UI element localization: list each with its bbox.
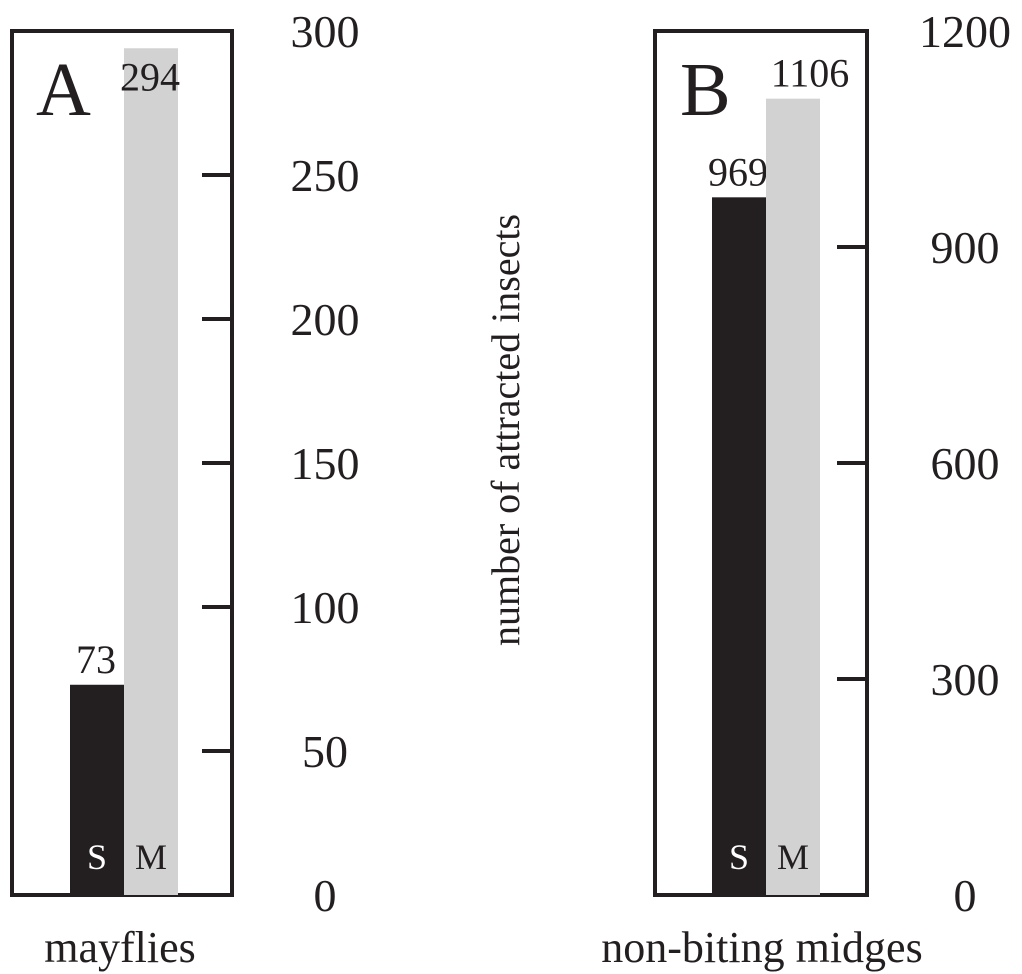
panel-b-category-m: M <box>777 837 809 877</box>
panel-b-ytick-label: 0 <box>954 870 977 921</box>
panel-b-bar-s <box>712 197 766 895</box>
panel-b-ytick-label: 1200 <box>919 6 1011 57</box>
y-axis-label: number of attracted insects <box>483 214 528 646</box>
panel-b-ticks: 0 300 600 900 1200 <box>837 6 1011 921</box>
panel-a-letter: A <box>36 48 91 132</box>
panel-a-bars: 73 S 294 M <box>70 48 180 895</box>
panel-a-category-m: M <box>135 837 167 877</box>
panel-a-xlabel: mayflies <box>44 923 196 972</box>
panel-a-category-s: S <box>87 837 107 877</box>
panel-b-letter: B <box>680 48 731 132</box>
panel-b-value-label-m: 1106 <box>771 51 850 96</box>
panel-a-bar-s <box>70 684 124 895</box>
panel-b-value-label-s: 969 <box>708 149 768 194</box>
panel-a-ytick-label: 100 <box>291 582 360 633</box>
panel-b-bar-m <box>766 98 820 896</box>
panel-a-ticks: 0 50 100 150 200 250 300 <box>202 6 360 921</box>
panel-b: B 0 300 600 900 1200 969 S 1106 M non-biting mi… <box>601 6 1011 972</box>
panel-b-ytick-label: 900 <box>931 222 1000 273</box>
panel-a-bar-m <box>124 48 178 895</box>
panel-a-ytick-label: 300 <box>291 6 360 57</box>
panel-a-ytick-label: 50 <box>302 726 348 777</box>
panel-a-value-label-m: 294 <box>120 54 180 99</box>
panel-a-ytick-label: 0 <box>314 870 337 921</box>
panel-a: A 0 50 100 150 200 250 300 73 S 294 M mayflies <box>10 6 360 972</box>
panel-b-category-s: S <box>729 837 749 877</box>
panel-a-ytick-label: 250 <box>291 150 360 201</box>
panel-a-ytick-label: 200 <box>291 294 360 345</box>
panel-b-ytick-label: 600 <box>931 438 1000 489</box>
panel-a-value-label-s: 73 <box>76 637 116 682</box>
panel-b-ytick-label: 300 <box>931 654 1000 705</box>
panel-b-bars: 969 S 1106 M <box>708 51 850 896</box>
panel-b-xlabel: non-biting midges <box>601 923 922 972</box>
panel-a-ytick-label: 150 <box>291 438 360 489</box>
